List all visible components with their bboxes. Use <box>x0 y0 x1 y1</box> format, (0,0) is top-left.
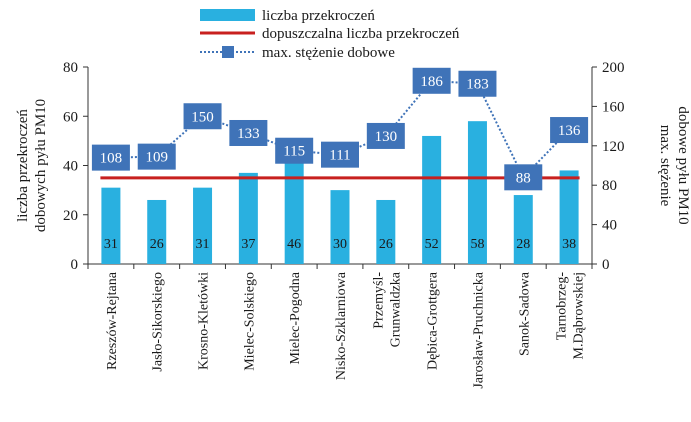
y-right-tick-label: 0 <box>602 257 610 273</box>
max-marker-box <box>229 119 268 146</box>
bar-series: 31 26 31 37 46 30 26 52 58 28 38 <box>101 121 579 264</box>
bar-value-label: 58 <box>470 237 484 252</box>
bar <box>513 195 533 264</box>
category-label: Rzeszów-Rejtana <box>105 271 120 370</box>
max-value-label: 136 <box>558 123 581 139</box>
legend-label: dopuszczalna liczba przekroczeń <box>262 26 460 42</box>
bar-value-label: 38 <box>562 237 576 252</box>
category-label: M.Dąbrowskiej <box>572 272 587 360</box>
axes: 0 20 40 60 80 0 40 80 120 160 200 <box>63 60 625 273</box>
bar-value-label: 28 <box>516 237 530 252</box>
max-value-label: 150 <box>191 109 214 125</box>
bar-value-label: 26 <box>150 237 164 252</box>
max-marker-box <box>137 143 176 170</box>
bar <box>376 199 396 264</box>
legend-label: max. stężenie dobowe <box>262 45 395 61</box>
bar-value-label: 52 <box>425 237 439 252</box>
max-value-label: 111 <box>329 148 350 164</box>
category-labels: Rzeszów-Rejtana Jasło-Sikorskiego Krosno-K… <box>105 271 587 388</box>
max-marker-box <box>275 137 314 164</box>
max-marker-box <box>412 67 451 94</box>
category-label: Krosno-Kletówki <box>197 272 212 370</box>
max-value-label: 183 <box>466 77 489 93</box>
max-value-label: 186 <box>420 74 443 90</box>
max-marker-box <box>183 103 222 130</box>
y-right-tick-label: 200 <box>602 60 625 76</box>
max-value-label: 109 <box>145 150 168 166</box>
bar <box>147 199 167 264</box>
bar-value-label: 26 <box>379 237 393 252</box>
max-line <box>110 79 570 180</box>
max-value-label: 108 <box>100 151 123 167</box>
category-label: Jarosław-Pruchnicka <box>471 271 486 388</box>
y-right-tick-label: 40 <box>602 218 617 234</box>
category-label: Nisko-Szklarniowa <box>334 271 349 380</box>
y-left-tick-label: 0 <box>71 257 79 273</box>
max-value-label: 130 <box>375 129 398 145</box>
bar <box>422 135 442 264</box>
axis-titles: liczba przekroczeń dobowych pyłu PM10 max.… <box>15 99 691 232</box>
legend-label: liczba przekroczeń <box>262 8 375 24</box>
max-marker-box <box>91 144 130 171</box>
bar-value-label: 37 <box>241 237 255 252</box>
legend-swatch-bar <box>200 9 255 21</box>
bar <box>238 172 258 264</box>
bar <box>101 187 121 264</box>
legend-swatch-marker <box>222 46 234 58</box>
bar <box>330 190 350 264</box>
max-marker-box <box>321 141 359 168</box>
category-label: Grunwaldzka <box>388 271 403 347</box>
y-right-title: max. stężenie <box>657 125 673 207</box>
y-right-title: dobowe pyłu PM10 <box>675 106 691 224</box>
bar-value-label: 46 <box>287 237 301 252</box>
category-label: Dębica-Grottgera <box>426 271 441 370</box>
max-marker-box <box>366 122 405 149</box>
max-value-label: 133 <box>237 126 260 142</box>
y-right-tick-label: 120 <box>602 139 625 155</box>
max-value-label: 115 <box>283 144 305 160</box>
y-left-tick-label: 60 <box>63 109 78 125</box>
y-left-tick-label: 40 <box>63 159 78 175</box>
category-label: Mielec-Pogodna <box>288 271 303 364</box>
category-label: Sanok-Sadowa <box>517 271 532 356</box>
max-concentration-series: 108 109 150 133 115 111 130 186 183 88 136 <box>91 67 589 191</box>
legend: liczba przekroczeń dopuszczalna liczba pr… <box>200 8 460 61</box>
max-marker-box <box>458 70 497 97</box>
category-label: Mielec-Solskiego <box>242 272 257 371</box>
y-left-tick-label: 80 <box>63 60 78 76</box>
bar-value-label: 31 <box>104 237 118 252</box>
category-label: Przemyśl- <box>371 272 386 329</box>
category-label: Tarnobrzeg- <box>555 272 570 341</box>
y-right-tick-label: 80 <box>602 178 617 194</box>
bar-value-label: 31 <box>196 237 210 252</box>
y-right-tick-label: 160 <box>602 99 625 115</box>
y-left-title: dobowych pyłu PM10 <box>33 99 49 232</box>
bar <box>559 170 579 264</box>
max-marker-box <box>550 117 589 144</box>
max-value-label: 88 <box>516 170 531 186</box>
category-label: Jasło-Sikorskiego <box>151 272 166 372</box>
y-left-title: liczba przekroczeń <box>15 109 31 222</box>
bar-value-label: 30 <box>333 237 347 252</box>
bar <box>193 187 213 264</box>
bar <box>467 121 487 264</box>
y-left-tick-label: 20 <box>63 208 78 224</box>
max-marker-box <box>504 164 543 191</box>
